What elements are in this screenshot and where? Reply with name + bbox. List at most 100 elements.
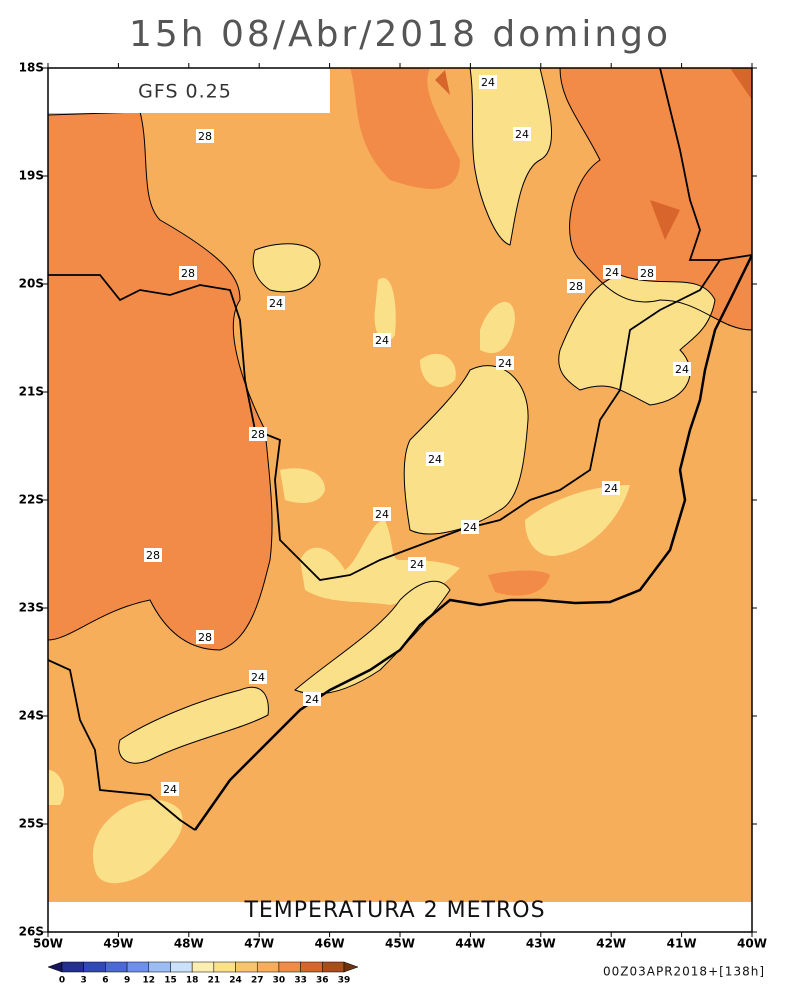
colorbar-cell [213,961,236,973]
colorbar-label: 6 [102,976,108,986]
contour-label: 28 [569,280,583,293]
label-box [196,630,214,644]
colorbar-label: 21 [208,976,221,986]
colorbar-cell [322,961,345,973]
label-box [479,75,497,89]
colorbar-label: 3 [81,976,87,986]
cool-area [118,687,269,764]
map [48,68,752,932]
state-border [48,659,196,831]
contour-label: 28 [640,267,654,280]
colorbar-end [343,961,359,973]
label-box [249,427,267,441]
lat-label: 19S [19,169,44,183]
contour-label: 24 [251,671,265,684]
contour-label: 24 [481,76,495,89]
lon-label: 49W [103,937,133,951]
colorbar-label: 36 [316,976,329,986]
cool-area [280,468,325,503]
label-box [638,266,656,280]
colorbar-cell [148,961,171,973]
coastline [193,254,752,831]
lon-label: 45W [385,937,415,951]
cool-area [48,770,183,884]
label-box [513,127,531,141]
contour-label: 28 [181,267,195,280]
lon-label: 41W [667,937,697,951]
label-box [567,279,585,293]
colorbar-label: 30 [273,976,286,986]
title: 15h 08/Abr/2018 domingo [129,14,671,55]
cool-area [253,243,320,292]
label-box [602,481,620,495]
contours [48,68,752,764]
warm-area [180,491,220,554]
contour-label: 24 [675,363,689,376]
lat-label: 21S [19,385,44,399]
lon-label: 42W [596,937,626,951]
contour-label: 28 [198,130,212,143]
colorbar-label: 18 [186,976,199,986]
lat-label: 26S [19,925,44,939]
colorbar-label: 15 [164,976,177,986]
lat-label: 22S [19,493,44,507]
colorbar-cell [105,961,128,973]
lon-label: 48W [174,937,204,951]
contour-label: 28 [251,428,265,441]
warm-area [488,570,550,596]
label-box [179,266,197,280]
lat-label: 20S [19,277,44,291]
model-label: GFS 0.25 [138,81,232,103]
subtitle-box [48,902,752,932]
state-border [48,254,752,581]
colorbar-label: 33 [294,976,307,986]
contour-label: 28 [198,631,212,644]
cool-area [300,520,460,605]
label-box [373,333,391,347]
contour-label: 24 [515,128,529,141]
cool-area [525,485,630,556]
cool-area [480,301,515,354]
colorbar-cell [278,961,301,973]
lon-label: 43W [526,937,556,951]
colorbar-cell [126,961,150,973]
colorbar: 0 3 6 9 12 15 18 21 24 27 30 33 36 39 [47,961,359,986]
contour-label: 28 [146,549,160,562]
contour-label: 24 [410,558,424,571]
label-box [461,520,479,534]
lon-label: 40W [737,937,767,951]
colorbar-cell [256,961,280,973]
contour-label: 24 [305,693,319,706]
contour-label: 24 [463,521,477,534]
label-box [408,557,426,571]
colorbar-cell [300,961,323,973]
label-box [426,452,444,466]
label-box [161,782,179,796]
contour-label: 24 [605,266,619,279]
lon-label: 50W [33,937,63,951]
run-label: 00Z03APR2018+[138h] [603,965,765,979]
warm-area [350,68,460,189]
colorbar-label: 27 [251,976,264,986]
lon-label: 46W [315,937,345,951]
contour-label: 24 [498,357,512,370]
contour-label: 24 [269,297,283,310]
contour-label: 24 [604,482,618,495]
warm-area [560,68,752,330]
lat-label: 23S [19,601,44,615]
model-box [48,68,330,113]
label-box [673,362,691,376]
cool-area [420,353,456,388]
colorbar-cell [170,961,193,973]
label-box [267,296,285,310]
lon-label: 47W [244,937,274,951]
label-box [196,129,214,143]
label-box [144,548,162,562]
contour-label: 24 [375,334,389,347]
colorbar-end [47,961,63,973]
cool-area [295,581,450,694]
contour-label: 24 [428,453,442,466]
contour-label: 24 [163,783,177,796]
